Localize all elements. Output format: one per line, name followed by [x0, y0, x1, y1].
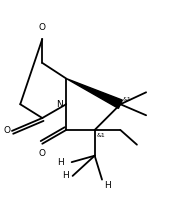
Text: H: H: [58, 158, 64, 167]
Text: O: O: [39, 149, 46, 158]
Polygon shape: [66, 79, 122, 108]
Text: N: N: [56, 100, 62, 109]
Text: &1: &1: [96, 133, 105, 138]
Text: &1: &1: [122, 97, 131, 103]
Text: O: O: [39, 23, 46, 32]
Text: H: H: [62, 171, 69, 180]
Text: O: O: [3, 126, 10, 135]
Text: H: H: [104, 181, 111, 190]
